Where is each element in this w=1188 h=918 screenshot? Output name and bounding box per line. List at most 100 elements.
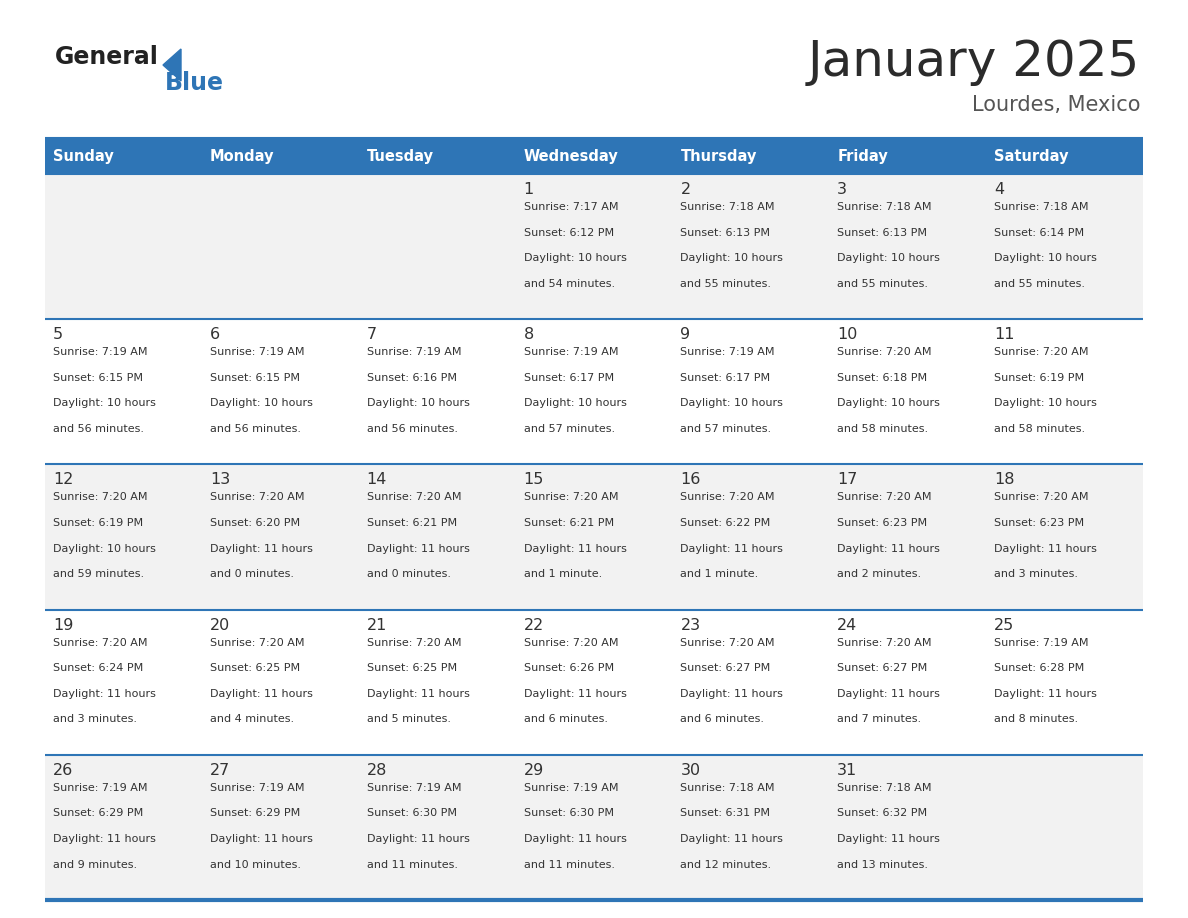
Text: and 2 minutes.: and 2 minutes. [838,569,922,579]
Text: 30: 30 [681,763,701,778]
Text: Daylight: 11 hours: Daylight: 11 hours [681,543,783,554]
Text: Friday: Friday [838,149,889,163]
Text: and 3 minutes.: and 3 minutes. [53,714,137,724]
Text: Daylight: 10 hours: Daylight: 10 hours [994,253,1097,263]
Bar [359,319,516,465]
Text: Tuesday: Tuesday [367,149,434,163]
Text: Sunset: 6:28 PM: Sunset: 6:28 PM [994,663,1085,673]
Bar [45,755,202,900]
Text: Sunrise: 7:20 AM: Sunrise: 7:20 AM [367,492,461,502]
Text: 25: 25 [994,618,1015,633]
Text: Lourdes, Mexico: Lourdes, Mexico [972,95,1140,115]
Text: Sunset: 6:16 PM: Sunset: 6:16 PM [367,373,456,383]
Text: Daylight: 10 hours: Daylight: 10 hours [994,398,1097,409]
Text: Daylight: 11 hours: Daylight: 11 hours [681,834,783,844]
Text: Daylight: 11 hours: Daylight: 11 hours [210,688,312,699]
Text: and 6 minutes.: and 6 minutes. [681,714,764,724]
Text: and 9 minutes.: and 9 minutes. [53,859,137,869]
Text: Sunrise: 7:19 AM: Sunrise: 7:19 AM [524,783,618,793]
Text: and 55 minutes.: and 55 minutes. [681,279,771,289]
Text: Daylight: 11 hours: Daylight: 11 hours [367,688,469,699]
Text: Sunset: 6:20 PM: Sunset: 6:20 PM [210,518,301,528]
Text: Sunset: 6:29 PM: Sunset: 6:29 PM [53,809,144,819]
Text: 16: 16 [681,473,701,487]
Text: Sunset: 6:19 PM: Sunset: 6:19 PM [994,373,1085,383]
Text: Sunrise: 7:18 AM: Sunrise: 7:18 AM [681,783,775,793]
Text: Sunset: 6:23 PM: Sunset: 6:23 PM [838,518,928,528]
Text: Daylight: 11 hours: Daylight: 11 hours [524,688,626,699]
Bar [829,174,986,319]
Text: Daylight: 10 hours: Daylight: 10 hours [524,398,626,409]
Bar [829,138,986,174]
Text: Sunrise: 7:19 AM: Sunrise: 7:19 AM [210,783,304,793]
Text: Sunrise: 7:19 AM: Sunrise: 7:19 AM [53,347,147,357]
Text: 10: 10 [838,327,858,342]
Text: Sunset: 6:26 PM: Sunset: 6:26 PM [524,663,614,673]
Text: Sunset: 6:27 PM: Sunset: 6:27 PM [681,663,771,673]
Text: 11: 11 [994,327,1015,342]
Bar [516,138,672,174]
Text: Daylight: 10 hours: Daylight: 10 hours [524,253,626,263]
Text: Saturday: Saturday [994,149,1069,163]
Text: Sunset: 6:23 PM: Sunset: 6:23 PM [994,518,1085,528]
Bar [986,138,1143,174]
Text: 8: 8 [524,327,533,342]
Text: Daylight: 11 hours: Daylight: 11 hours [838,834,940,844]
Bar [986,174,1143,319]
Text: Daylight: 11 hours: Daylight: 11 hours [838,688,940,699]
Bar [202,610,359,755]
Bar [516,610,672,755]
Text: Sunrise: 7:20 AM: Sunrise: 7:20 AM [681,638,775,647]
Bar [516,465,672,610]
Text: and 0 minutes.: and 0 minutes. [367,569,450,579]
Text: Daylight: 10 hours: Daylight: 10 hours [367,398,469,409]
Bar [516,174,672,319]
Text: 4: 4 [994,182,1004,197]
Bar [672,755,829,900]
Text: Daylight: 11 hours: Daylight: 11 hours [53,688,156,699]
Text: and 12 minutes.: and 12 minutes. [681,859,771,869]
Bar [202,319,359,465]
Text: Sunrise: 7:20 AM: Sunrise: 7:20 AM [994,347,1088,357]
Text: Sunrise: 7:20 AM: Sunrise: 7:20 AM [53,638,147,647]
Polygon shape [163,49,181,81]
Text: Blue: Blue [165,71,225,95]
Text: Sunrise: 7:18 AM: Sunrise: 7:18 AM [838,783,931,793]
Text: Sunset: 6:30 PM: Sunset: 6:30 PM [367,809,456,819]
Text: Sunset: 6:17 PM: Sunset: 6:17 PM [681,373,771,383]
Text: Sunset: 6:31 PM: Sunset: 6:31 PM [681,809,771,819]
Text: and 1 minute.: and 1 minute. [681,569,759,579]
Text: Daylight: 10 hours: Daylight: 10 hours [681,253,783,263]
Text: 23: 23 [681,618,701,633]
Text: and 0 minutes.: and 0 minutes. [210,569,293,579]
Text: Sunday: Sunday [53,149,114,163]
Text: and 56 minutes.: and 56 minutes. [367,424,457,434]
Text: Daylight: 11 hours: Daylight: 11 hours [210,834,312,844]
Text: Sunset: 6:18 PM: Sunset: 6:18 PM [838,373,928,383]
Text: Sunrise: 7:20 AM: Sunrise: 7:20 AM [681,492,775,502]
Text: and 10 minutes.: and 10 minutes. [210,859,301,869]
Text: Daylight: 11 hours: Daylight: 11 hours [994,688,1097,699]
Text: Sunrise: 7:19 AM: Sunrise: 7:19 AM [210,347,304,357]
Text: Sunset: 6:21 PM: Sunset: 6:21 PM [367,518,457,528]
Bar [986,465,1143,610]
Text: Daylight: 11 hours: Daylight: 11 hours [524,834,626,844]
Bar [516,319,672,465]
Text: and 1 minute.: and 1 minute. [524,569,602,579]
Bar [986,610,1143,755]
Text: Sunrise: 7:19 AM: Sunrise: 7:19 AM [681,347,775,357]
Text: Sunrise: 7:20 AM: Sunrise: 7:20 AM [367,638,461,647]
Text: Sunset: 6:12 PM: Sunset: 6:12 PM [524,228,614,238]
Bar [45,465,202,610]
Bar [516,755,672,900]
Text: 19: 19 [53,618,74,633]
Bar [45,174,202,319]
Text: and 5 minutes.: and 5 minutes. [367,714,450,724]
Text: and 58 minutes.: and 58 minutes. [838,424,928,434]
Bar [672,465,829,610]
Text: Sunrise: 7:17 AM: Sunrise: 7:17 AM [524,202,618,212]
Text: Sunrise: 7:19 AM: Sunrise: 7:19 AM [53,783,147,793]
Text: Sunrise: 7:18 AM: Sunrise: 7:18 AM [838,202,931,212]
Text: and 57 minutes.: and 57 minutes. [681,424,771,434]
Text: 12: 12 [53,473,74,487]
